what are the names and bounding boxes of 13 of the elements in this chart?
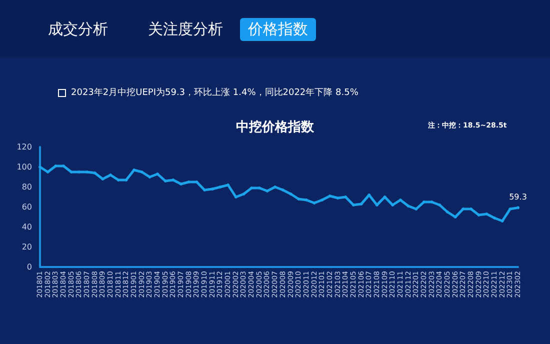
- chart-subtitle: 2023年2月中挖UEPI为59.3，环比上涨 1.4%，同比2022年下降 8.5%: [71, 86, 358, 99]
- text: 价格指数: [240, 18, 316, 41]
- chart-title: 中挖价格指数: [236, 119, 315, 135]
- y-tick-label: 40: [22, 222, 32, 232]
- y-tick-label: 80: [22, 182, 32, 192]
- y-tick-label: 60: [22, 202, 32, 212]
- y-tick-label: 100: [16, 162, 32, 172]
- y-tick-label: 20: [22, 242, 32, 252]
- text: 关注度分析: [147, 19, 224, 40]
- data-label: 59.3: [509, 192, 527, 202]
- text: 成交分析: [47, 19, 109, 40]
- y-tick-label: 120: [16, 142, 32, 152]
- y-tick-label: 0: [26, 262, 32, 272]
